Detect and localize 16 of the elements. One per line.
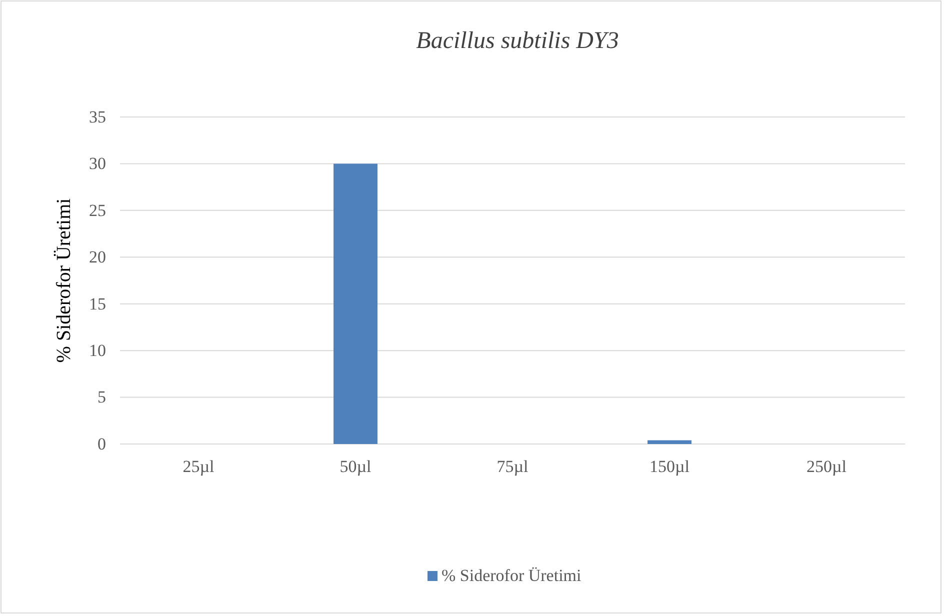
x-tick-label: 250µl — [806, 457, 847, 476]
x-tick-label: 150µl — [649, 457, 690, 476]
y-tick-label: 5 — [98, 388, 106, 407]
x-tick-label: 25µl — [182, 457, 215, 476]
y-tick-label: 25 — [89, 200, 106, 220]
y-tick-label: 0 — [98, 434, 106, 454]
x-tick-label: 50µl — [340, 457, 372, 476]
y-tick-label: 20 — [89, 248, 106, 267]
y-tick-label: 35 — [89, 107, 106, 126]
y-tick-label: 30 — [89, 154, 106, 174]
x-tick-label: 75µl — [496, 457, 529, 476]
y-axis-title: % Siderofor Üretimi — [53, 198, 75, 363]
legend-label: % Siderofor Üretimi — [442, 566, 582, 585]
y-tick-label: 15 — [89, 294, 106, 314]
y-tick-label: 10 — [89, 341, 106, 360]
chart-title: Bacillus subtilis DY3 — [416, 28, 619, 54]
